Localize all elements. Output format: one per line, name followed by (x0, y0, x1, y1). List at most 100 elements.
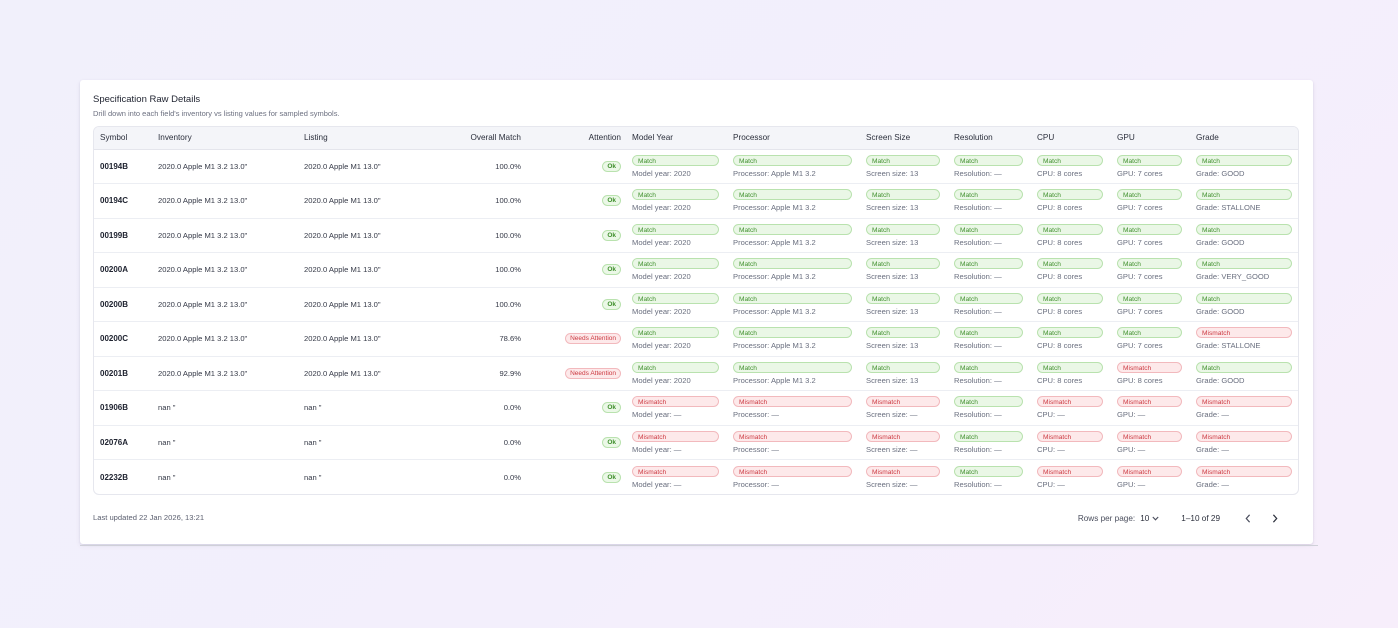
rows-per-page-label: Rows per page: (1077, 513, 1136, 523)
resolution-cell: Match Resolution: — (948, 459, 1031, 494)
chevron-left-icon (1245, 513, 1251, 523)
col-header-inventory[interactable]: Inventory (152, 127, 298, 150)
col-header-model-year[interactable]: Model Year (626, 127, 727, 150)
match-chip: Match (1037, 258, 1103, 270)
attention-cell: Ok (526, 424, 626, 460)
model-year-cell: Match Model year: 2020 (626, 149, 727, 184)
inventory-cell: 2020.0 Apple M1 3.2 13.0" (152, 355, 298, 391)
col-header-attention[interactable]: Attention (526, 127, 626, 150)
table-row[interactable]: 01906B nan " nan " 0.0% Ok Mismatch Model year… (94, 390, 1298, 425)
processor-cell: Match Processor: Apple M1 3.2 (727, 217, 860, 253)
model-year-value: Model year: 2020 (632, 375, 691, 385)
cpu-value: CPU: — (1037, 444, 1065, 454)
table-row[interactable]: 02076A nan " nan " 0.0% Ok Mismatch Model year… (94, 424, 1298, 460)
grade-value: Grade: GOOD (1196, 168, 1245, 178)
model-year-cell: Match Model year: 2020 (626, 183, 727, 218)
grade-value: Grade: GOOD (1196, 237, 1245, 247)
rows-per-page-value: 10 (1140, 513, 1150, 523)
match-chip: Match (866, 292, 940, 304)
col-header-screen-size[interactable]: Screen Size (860, 127, 948, 150)
cpu-cell: Match CPU: 8 cores (1031, 217, 1111, 253)
model-year-value: Model year: 2020 (632, 306, 691, 316)
cpu-value: CPU: — (1037, 410, 1065, 420)
col-header-processor[interactable]: Processor (727, 127, 860, 150)
screen-size-value: Screen size: 13 (866, 237, 919, 247)
table-row[interactable]: 00200C 2020.0 Apple M1 3.2 13.0" 2020.0 Ap… (94, 321, 1298, 356)
gpu-cell: Mismatch GPU: 8 cores (1111, 355, 1190, 391)
next-page-button[interactable] (1267, 510, 1283, 526)
pagination-range: 1–10 of 29 (1181, 513, 1220, 523)
gpu-cell: Match GPU: 7 cores (1111, 149, 1190, 184)
attention-cell: Ok (526, 390, 626, 425)
mismatch-chip: Mismatch (733, 396, 852, 408)
match-chip: Match (1196, 189, 1292, 201)
match-chip: Match (1117, 292, 1182, 304)
gpu-cell: Mismatch GPU: — (1111, 459, 1190, 494)
processor-cell: Mismatch Processor: — (727, 424, 860, 460)
table-row[interactable]: 00200B 2020.0 Apple M1 3.2 13.0" 2020.0 Ap… (94, 286, 1298, 322)
table-row[interactable]: 00200A 2020.0 Apple M1 3.2 13.0" 2020.0 Ap… (94, 252, 1298, 287)
grade-cell: Match Grade: VERY_GOOD (1190, 252, 1298, 287)
col-header-symbol[interactable]: Symbol (94, 127, 152, 150)
listing-cell: 2020.0 Apple M1 13.0" (298, 252, 440, 287)
resolution-value: Resolution: — (954, 444, 1002, 454)
mismatch-chip: Mismatch (1117, 396, 1182, 408)
listing-cell: 2020.0 Apple M1 13.0" (298, 286, 440, 322)
col-header-resolution[interactable]: Resolution (948, 127, 1031, 150)
gpu-cell: Match GPU: 7 cores (1111, 286, 1190, 322)
mismatch-chip: Mismatch (1196, 327, 1292, 339)
mismatch-chip: Mismatch (733, 430, 852, 442)
match-chip: Match (1037, 327, 1103, 339)
cpu-value: CPU: 8 cores (1037, 168, 1083, 178)
rows-per-page-select[interactable]: 10 (1140, 514, 1159, 523)
cpu-cell: Match CPU: 8 cores (1031, 149, 1111, 184)
processor-cell: Match Processor: Apple M1 3.2 (727, 183, 860, 218)
table-row[interactable]: 00194B 2020.0 Apple M1 3.2 13.0" 2020.0 Ap… (94, 149, 1298, 184)
col-header-gpu[interactable]: GPU (1111, 127, 1190, 150)
resolution-cell: Match Resolution: — (948, 286, 1031, 322)
model-year-cell: Match Model year: 2020 (626, 252, 727, 287)
resolution-cell: Match Resolution: — (948, 217, 1031, 253)
col-header-cpu[interactable]: CPU (1031, 127, 1111, 150)
model-year-value: Model year: 2020 (632, 168, 691, 178)
table-row[interactable]: 00201B 2020.0 Apple M1 3.2 13.0" 2020.0 Ap… (94, 355, 1298, 391)
cpu-value: CPU: 8 cores (1037, 237, 1083, 247)
card-subtitle: Drill down into each field's inventory v… (93, 109, 340, 118)
cpu-value: CPU: — (1037, 479, 1065, 489)
match-chip: Match (1117, 189, 1182, 201)
model-year-cell: Match Model year: 2020 (626, 355, 727, 391)
resolution-value: Resolution: — (954, 237, 1002, 247)
prev-page-button[interactable] (1240, 510, 1256, 526)
listing-cell: nan " (298, 390, 440, 425)
model-year-value: Model year: — (632, 444, 682, 454)
screen-size-cell: Match Screen size: 13 (860, 149, 948, 184)
grade-cell: Match Grade: GOOD (1190, 217, 1298, 253)
processor-cell: Match Processor: Apple M1 3.2 (727, 355, 860, 391)
col-header-overall-match[interactable]: Overall Match (440, 127, 526, 150)
screen-size-value: Screen size: — (866, 410, 918, 420)
match-chip: Match (954, 327, 1023, 339)
overall-match-cell: 78.6% (440, 321, 526, 356)
resolution-value: Resolution: — (954, 479, 1002, 489)
model-year-cell: Match Model year: 2020 (626, 286, 727, 322)
match-chip: Match (632, 154, 719, 166)
cpu-cell: Match CPU: 8 cores (1031, 252, 1111, 287)
match-chip: Match (954, 258, 1023, 270)
inventory-cell: 2020.0 Apple M1 3.2 13.0" (152, 183, 298, 218)
table-row[interactable]: 02232B nan " nan " 0.0% Ok Mismatch Model year… (94, 459, 1298, 494)
overall-match-cell: 0.0% (440, 424, 526, 460)
symbol-cell: 00200B (94, 286, 152, 322)
table-row[interactable]: 00199B 2020.0 Apple M1 3.2 13.0" 2020.0 Ap… (94, 217, 1298, 253)
grade-cell: Mismatch Grade: — (1190, 424, 1298, 460)
resolution-value: Resolution: — (954, 375, 1002, 385)
gpu-cell: Mismatch GPU: — (1111, 390, 1190, 425)
match-chip: Match (632, 292, 719, 304)
model-year-value: Model year: 2020 (632, 341, 691, 351)
inventory-cell: 2020.0 Apple M1 3.2 13.0" (152, 217, 298, 253)
table-row[interactable]: 00194C 2020.0 Apple M1 3.2 13.0" 2020.0 Ap… (94, 183, 1298, 218)
grade-cell: Match Grade: GOOD (1190, 355, 1298, 391)
gpu-value: GPU: 7 cores (1117, 203, 1163, 213)
col-header-grade[interactable]: Grade (1190, 127, 1298, 150)
gpu-cell: Match GPU: 7 cores (1111, 217, 1190, 253)
col-header-listing[interactable]: Listing (298, 127, 440, 150)
